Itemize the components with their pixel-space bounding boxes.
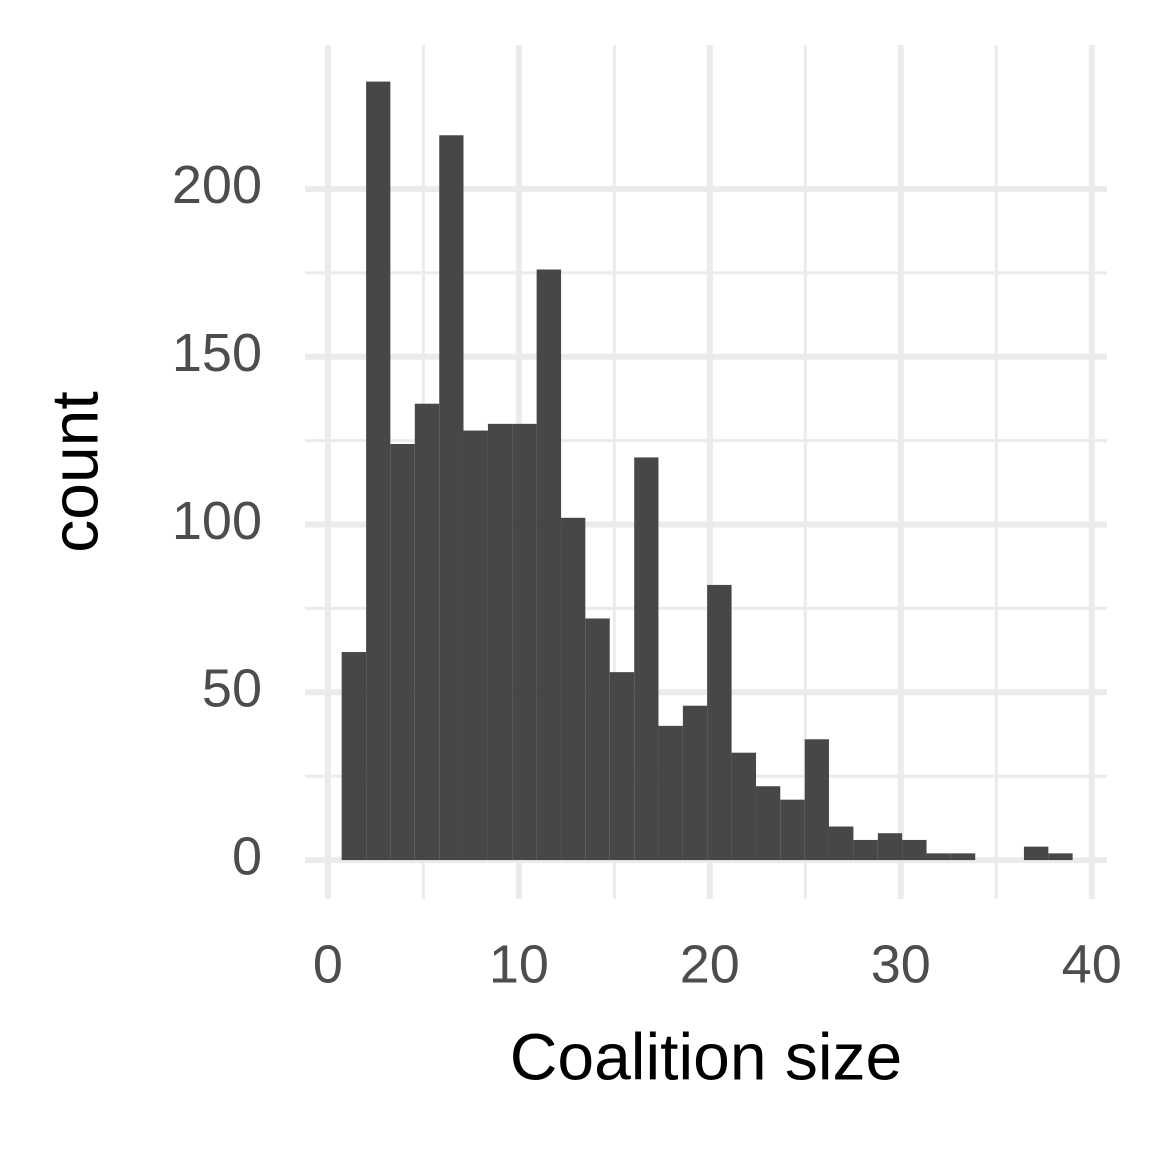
- bar: [780, 799, 805, 861]
- bar: [828, 826, 854, 861]
- bar: [853, 839, 878, 861]
- bar: [366, 81, 391, 861]
- bar: [585, 618, 610, 861]
- bar: [634, 457, 659, 861]
- x-tick-label: 20: [680, 934, 740, 994]
- x-tick-label: 10: [489, 934, 549, 994]
- bar: [1048, 853, 1073, 861]
- bar: [609, 672, 635, 861]
- y-tick-label: 200: [172, 155, 262, 215]
- y-tick-label: 150: [172, 323, 262, 383]
- bar: [463, 430, 488, 861]
- bar: [390, 443, 415, 861]
- x-tick-label: 0: [313, 934, 343, 994]
- bar: [804, 739, 829, 861]
- bar: [512, 423, 537, 861]
- x-axis-title: Coalition size: [510, 1019, 903, 1093]
- bar: [414, 403, 440, 861]
- bar: [561, 517, 586, 861]
- bar: [877, 833, 903, 861]
- y-tick-label: 100: [172, 491, 262, 551]
- bar: [487, 423, 513, 861]
- y-tick-label: 0: [232, 826, 262, 886]
- bar: [756, 786, 781, 861]
- x-tick-label: 40: [1062, 934, 1122, 994]
- bar: [341, 652, 367, 861]
- bar: [707, 584, 732, 861]
- bar: [682, 705, 708, 861]
- x-tick-label: 30: [871, 934, 931, 994]
- y-axis-title: count: [37, 391, 111, 552]
- bar: [1023, 846, 1049, 861]
- bar: [902, 839, 927, 861]
- bar: [926, 853, 951, 861]
- bar: [536, 269, 562, 861]
- bar: [439, 135, 464, 861]
- bar: [950, 853, 976, 861]
- y-tick-label: 50: [202, 659, 262, 719]
- bar: [731, 752, 757, 861]
- bar: [658, 725, 683, 861]
